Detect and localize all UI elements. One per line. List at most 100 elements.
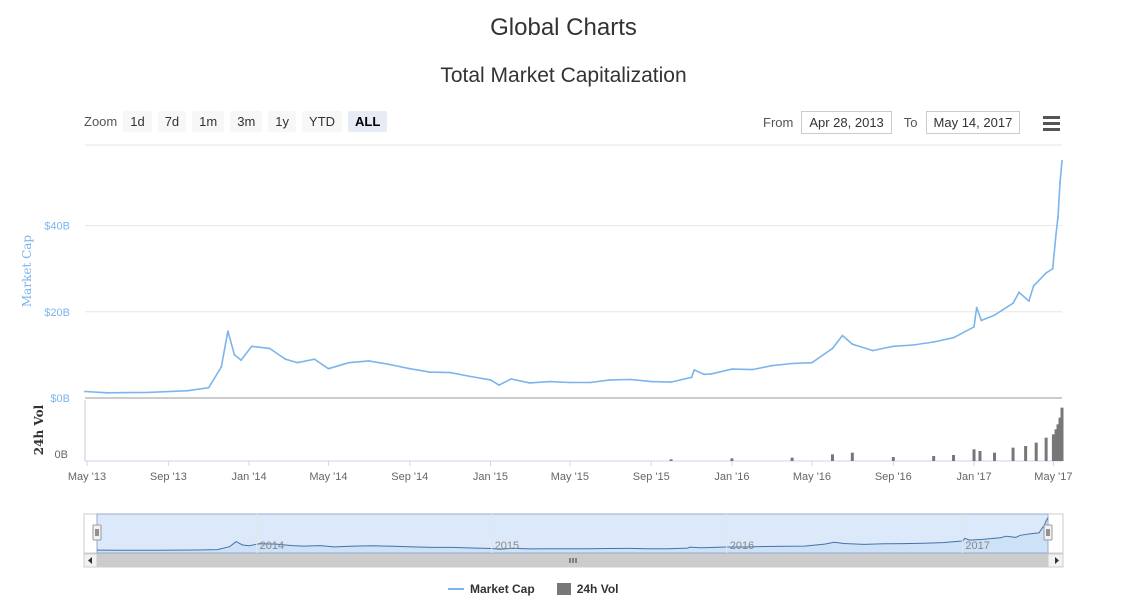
zoom-1m-button[interactable]: 1m	[192, 111, 225, 132]
volume-bar	[669, 459, 673, 461]
market-cap-point	[226, 330, 229, 333]
market-cap-point	[367, 360, 370, 362]
market-cap-point	[731, 368, 733, 371]
market-cap-point	[670, 381, 672, 383]
market-cap-point	[428, 371, 431, 374]
market-cap-point	[1012, 302, 1014, 305]
to-date-input[interactable]: May 14, 2017	[925, 111, 1021, 134]
market-cap-point	[892, 345, 895, 348]
zoom-7d-button[interactable]: 7d	[157, 111, 187, 132]
navigator-series-line	[96, 517, 1049, 551]
market-cap-point	[187, 389, 190, 392]
market-cap-point	[1045, 272, 1048, 274]
x-tick-label: Sep '13	[150, 471, 187, 483]
navigator-left-handle[interactable]	[92, 524, 102, 541]
market-cap-point	[1059, 181, 1061, 184]
market-cap-point	[975, 306, 978, 309]
market-cap-point	[233, 353, 236, 356]
market-cap-swatch	[448, 588, 464, 590]
volume-bar	[1011, 447, 1015, 461]
market-cap-point	[703, 373, 706, 376]
x-tick-label: May '13	[68, 471, 106, 483]
market-cap-point	[489, 378, 492, 381]
from-date-input[interactable]: Apr 28, 2013	[801, 111, 892, 134]
volume-bar	[1056, 424, 1060, 461]
market-cap-point	[912, 344, 915, 346]
market-cap-point	[980, 319, 983, 322]
market-cap-point	[952, 336, 955, 339]
volume-bar	[978, 451, 982, 461]
x-tick-label: Jan '17	[956, 471, 991, 483]
market-cap-point	[240, 359, 243, 361]
volume-tick-label: 0B	[55, 449, 68, 461]
navigator-year-label: 2014	[260, 540, 284, 552]
volume-swatch	[556, 583, 571, 595]
market-cap-point	[1055, 233, 1057, 236]
y-tick-label: $20B	[44, 307, 70, 319]
market-cap-point	[498, 384, 500, 386]
market-cap-point	[973, 325, 975, 328]
market-cap-point	[841, 334, 844, 337]
market-cap-point	[851, 343, 854, 346]
market-cap-point	[871, 349, 874, 352]
market-cap-point	[207, 386, 210, 389]
navigator-right-handle[interactable]	[1043, 524, 1053, 541]
x-tick-label: Sep '14	[391, 471, 428, 483]
market-cap-point	[296, 361, 299, 364]
market-cap-point	[1032, 285, 1035, 287]
market-cap-point	[1061, 160, 1063, 162]
hamburger-menu-icon[interactable]	[1043, 116, 1060, 134]
market-cap-point	[469, 375, 471, 378]
market-cap-point	[770, 364, 773, 367]
volume-bar	[730, 458, 734, 461]
market-cap-point	[690, 376, 693, 379]
y-tick-label: $0B	[50, 393, 70, 405]
navigator-selection	[96, 513, 1049, 554]
market-cap-point	[84, 390, 86, 393]
market-cap-point	[449, 371, 452, 374]
market-cap-point	[932, 341, 935, 343]
volume-bar	[993, 452, 997, 461]
x-tick-label: May '15	[551, 471, 589, 483]
market-cap-point	[993, 314, 996, 317]
volume-bar	[952, 455, 956, 461]
volume-bar	[1024, 446, 1028, 461]
legend-item-volume[interactable]: 24h Vol	[556, 582, 619, 596]
volume-bar	[1058, 417, 1062, 461]
x-tick-label: Jan '14	[231, 471, 266, 483]
navigator-year-label: 2016	[730, 540, 754, 552]
volume-axis-title: 24h Vol	[32, 404, 46, 455]
x-tick-label: May '16	[793, 471, 831, 483]
volume-bar	[1051, 434, 1055, 461]
market-cap-point	[1057, 216, 1059, 218]
market-cap-point	[693, 369, 696, 371]
volume-bar	[1034, 442, 1038, 461]
zoom-1y-button[interactable]: 1y	[268, 111, 297, 132]
market-cap-point	[1018, 291, 1020, 294]
market-cap-point	[528, 382, 531, 384]
market-cap-point	[284, 358, 287, 361]
market-cap-point	[348, 361, 350, 364]
market-cap-point	[629, 378, 632, 381]
zoom-1d-button[interactable]: 1d	[123, 111, 152, 132]
x-tick-label: May '14	[309, 471, 347, 483]
to-label: To	[903, 115, 918, 130]
scroll-right-arrow-icon	[1055, 557, 1059, 564]
legend-item-market-cap[interactable]: Market Cap	[448, 582, 535, 596]
volume-bar	[891, 457, 895, 461]
volume-bar	[830, 454, 834, 461]
zoom-all-button[interactable]: ALL	[348, 111, 388, 132]
navigator-area	[97, 517, 1048, 553]
market-cap-point	[549, 380, 551, 383]
market-cap-point	[327, 367, 330, 370]
market-cap-point	[791, 362, 794, 365]
legend-label-volume: 24h Vol	[576, 582, 619, 596]
zoom-ytd-button[interactable]: YTD	[302, 111, 343, 132]
market-cap-point	[650, 380, 653, 383]
navigator-year-label: 2015	[495, 540, 519, 552]
zoom-3m-button[interactable]: 3m	[230, 111, 263, 132]
chart-title: Total Market Capitalization	[440, 64, 687, 87]
market-cap-point	[220, 366, 223, 368]
market-cap-point	[250, 345, 253, 348]
